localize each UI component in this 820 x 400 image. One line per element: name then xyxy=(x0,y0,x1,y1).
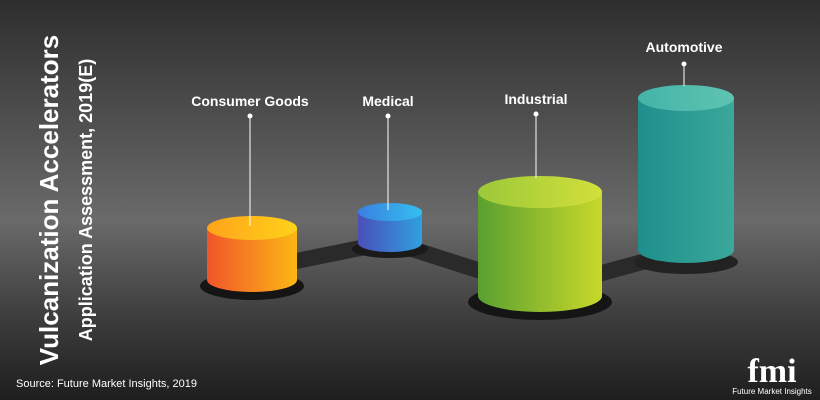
cylinder-body xyxy=(207,228,297,292)
logo: fmi Future Market Insights xyxy=(732,353,812,396)
connector xyxy=(250,234,689,298)
cylinder-industrial: Industrial xyxy=(468,91,612,320)
pin-dot xyxy=(385,113,391,119)
cylinder-consumer-goods: Consumer Goods xyxy=(191,93,309,300)
item-label: Automotive xyxy=(646,39,723,55)
item-label: Medical xyxy=(362,93,413,109)
title: Vulcanization Accelerators xyxy=(34,35,64,365)
cylinder-medical: Medical xyxy=(352,93,428,258)
pin-dot xyxy=(681,61,687,67)
cylinder-automotive: Automotive xyxy=(634,39,738,274)
cylinder-top xyxy=(358,203,422,221)
cylinder-body xyxy=(478,192,602,312)
source: Source: Future Market Insights, 2019 xyxy=(16,378,197,390)
cylinder-body xyxy=(358,212,422,252)
subtitle: Application Assessment, 2019(E) xyxy=(76,59,96,341)
item-label: Industrial xyxy=(504,91,567,107)
logo-mark: fmi xyxy=(747,353,796,390)
item-label: Consumer Goods xyxy=(191,93,309,109)
cylinder-top xyxy=(478,176,602,208)
logo-name: Future Market Insights xyxy=(732,387,812,396)
pin-dot xyxy=(247,113,253,119)
cylinder-top xyxy=(207,216,297,240)
pin-dot xyxy=(533,111,539,117)
title-block: Vulcanization Accelerators Application A… xyxy=(34,35,96,365)
cylinder-top xyxy=(638,85,734,111)
cylinder-body xyxy=(638,98,734,263)
